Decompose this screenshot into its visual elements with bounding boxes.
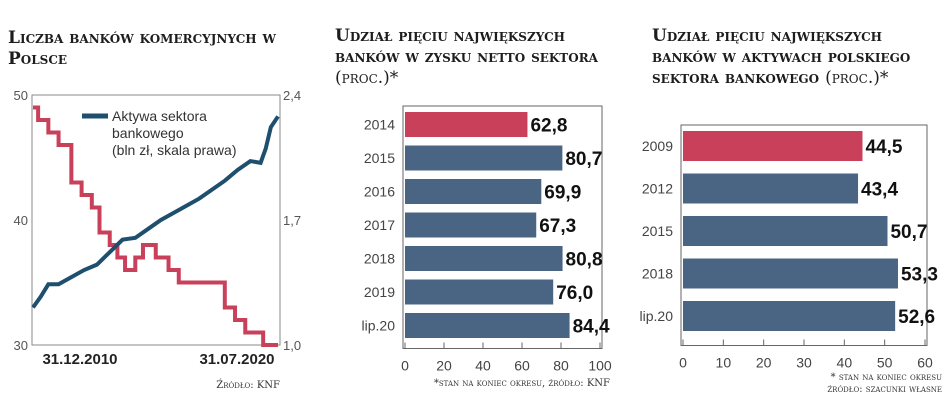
y-right-tick: 1,0 — [283, 338, 301, 353]
bar — [683, 216, 888, 246]
bar — [683, 258, 898, 289]
x-tick-label: 50 — [877, 355, 893, 371]
x-tick-label: 100 — [588, 358, 612, 374]
bar-frame — [402, 105, 603, 349]
chart3-source: źródło: szacunki własne — [827, 384, 942, 395]
y-left-tick: 40 — [14, 213, 28, 228]
x-tick-label: 20 — [756, 355, 772, 371]
bar — [683, 173, 859, 204]
x-tick-label: 10 — [716, 355, 732, 371]
x-tick-label: 20 — [436, 358, 452, 374]
value-label: 80,8 — [566, 250, 603, 271]
x-tick-label: 0 — [401, 358, 409, 374]
bar — [405, 212, 537, 238]
category-label: 2019 — [364, 284, 395, 300]
value-label: 67,3 — [539, 216, 576, 237]
value-label: 43,4 — [861, 180, 898, 201]
y-right-tick: 1,7 — [283, 213, 301, 228]
bar — [405, 246, 563, 271]
category-label: 2012 — [642, 181, 673, 197]
legend-text: Aktywa sektora — [112, 108, 207, 124]
x-tick-label: 60 — [917, 355, 933, 371]
value-label: 80,7 — [565, 149, 602, 170]
y-left-tick: 30 — [14, 338, 28, 353]
bar — [405, 179, 542, 204]
category-label: 2015 — [642, 223, 673, 239]
category-label: lip.20 — [640, 308, 674, 324]
value-label: 52,6 — [898, 307, 935, 328]
value-label: 84,4 — [573, 317, 610, 338]
bar — [405, 313, 570, 338]
chart1-source: Źródło: KNF — [216, 380, 280, 391]
x-tick-label: 80 — [553, 358, 569, 374]
series-line-bank-count — [33, 105, 278, 347]
chart3-note: * stan na koniec okresu — [830, 372, 942, 383]
chart2-title: Udział pięciu największych banków w zysk… — [335, 26, 635, 89]
category-label: 2018 — [642, 266, 673, 282]
x-tick-label: 30 — [796, 355, 812, 371]
x-tick-label: 0 — [679, 355, 687, 371]
bar — [683, 131, 863, 161]
chart2-title-text: Udział pięciu największych banków w zysk… — [335, 26, 598, 67]
x-tick: 31.12.2010 — [42, 351, 117, 368]
category-label: lip.20 — [362, 318, 396, 334]
chart2-note: *stan na koniec okresu, źródło: KNF — [433, 378, 610, 389]
value-label: 62,8 — [530, 116, 567, 137]
chart3-title-unit: (proc.)* — [825, 68, 889, 88]
bar — [405, 279, 554, 305]
chart3-title-text: Udział pięciu największych banków w akty… — [652, 26, 911, 88]
chart3-title: Udział pięciu największych banków w akty… — [652, 26, 948, 89]
bar — [405, 145, 563, 171]
y-right-tick: 2,4 — [283, 88, 301, 103]
category-label: 2016 — [364, 184, 395, 200]
x-tick: 31.07.2020 — [199, 351, 274, 368]
plot-frame — [31, 94, 281, 346]
category-label: 2018 — [364, 251, 395, 267]
series-line-assets — [31, 115, 280, 309]
bar — [405, 112, 528, 137]
chart2-title-unit: (proc.)* — [335, 68, 399, 88]
bar — [683, 301, 896, 331]
category-label: 2017 — [364, 217, 395, 233]
value-label: 44,5 — [865, 137, 902, 158]
chart1-title: Liczba banków komercyjnych w Polsce — [8, 28, 276, 69]
category-label: 2014 — [364, 117, 395, 133]
x-tick-label: 40 — [837, 355, 853, 371]
category-label: 2009 — [642, 138, 673, 154]
category-label: 2015 — [364, 150, 395, 166]
value-label: 69,9 — [544, 183, 581, 204]
value-label: 53,3 — [901, 265, 938, 286]
value-label: 76,0 — [556, 283, 593, 304]
x-tick-label: 40 — [475, 358, 491, 374]
legend-text: (bln zł, skala prawa) — [112, 142, 237, 158]
legend-text: bankowego — [112, 125, 184, 141]
y-left-tick: 50 — [14, 88, 28, 103]
value-label: 50,7 — [890, 222, 927, 243]
x-tick-label: 60 — [514, 358, 530, 374]
